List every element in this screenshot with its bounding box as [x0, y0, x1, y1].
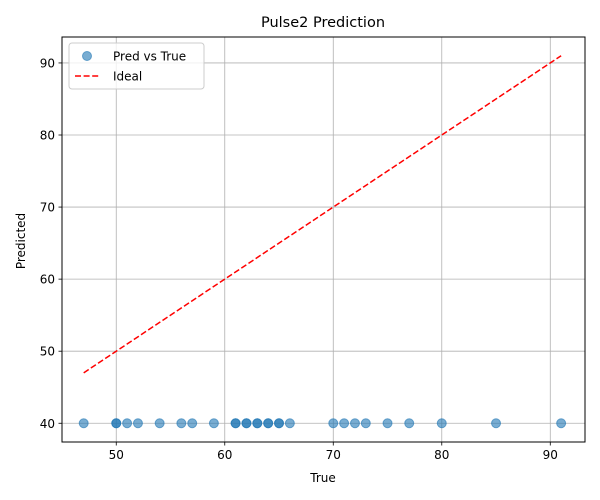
x-tick-label: 80 [434, 448, 449, 462]
y-tick-label: 90 [40, 56, 55, 70]
x-tick-label: 60 [217, 448, 232, 462]
data-point [491, 418, 502, 429]
x-tick-label: 90 [543, 448, 558, 462]
data-point [382, 418, 393, 429]
data-point [241, 418, 252, 429]
legend-marker-scatter [82, 51, 92, 61]
data-point [263, 418, 274, 429]
ideal-line [83, 55, 562, 374]
data-point [132, 418, 143, 429]
data-point [252, 418, 263, 429]
y-tick-label: 80 [40, 129, 55, 143]
axis-ticks: 50 60 70 80 90 40 50 60 70 80 90 [40, 56, 558, 462]
data-point [556, 418, 567, 429]
data-point [328, 418, 339, 429]
y-tick-label: 70 [40, 201, 55, 215]
x-tick-label: 70 [326, 448, 341, 462]
data-point [339, 418, 350, 429]
data-point [284, 418, 295, 429]
y-tick-label: 60 [40, 273, 55, 287]
data-point [176, 418, 187, 429]
x-tick-label: 50 [109, 448, 124, 462]
data-point [436, 418, 447, 429]
legend-label: Ideal [113, 70, 142, 84]
data-point [78, 418, 89, 429]
data-point [154, 418, 165, 429]
legend: Pred vs True Ideal [68, 42, 205, 90]
y-tick-label: 40 [40, 417, 55, 431]
data-point [230, 418, 241, 429]
data-point [349, 418, 360, 429]
chart-title: Pulse2 Prediction [261, 15, 385, 31]
data-point [274, 418, 285, 429]
y-axis-label: Predicted [14, 213, 28, 269]
grid-lines [62, 37, 585, 442]
legend-box [68, 42, 205, 90]
data-point [122, 418, 133, 429]
x-axis-label: True [309, 471, 336, 485]
plot-frame [61, 36, 586, 443]
y-tick-label: 50 [40, 345, 55, 359]
legend-label: Pred vs True [113, 50, 186, 64]
data-point [404, 418, 415, 429]
data-point [208, 418, 219, 429]
plot-series [78, 55, 567, 429]
data-point [111, 418, 122, 429]
data-point [187, 418, 198, 429]
data-point [360, 418, 371, 429]
